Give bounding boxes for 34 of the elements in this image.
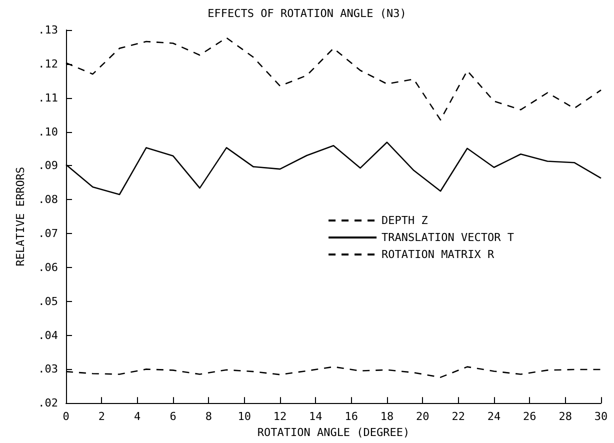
x-tick-label: 14 xyxy=(309,410,323,424)
x-tick-label: 24 xyxy=(487,410,501,424)
y-tick-label: .02 xyxy=(38,396,58,410)
x-tick-label: 16 xyxy=(344,410,358,424)
x-tick-label: 22 xyxy=(452,410,465,424)
x-tick-label: 8 xyxy=(205,410,212,424)
x-tick-label: 28 xyxy=(558,410,572,424)
y-tick-label: .04 xyxy=(38,328,58,342)
y-tick-label: .03 xyxy=(38,362,58,376)
y-tick-label: .08 xyxy=(38,193,58,206)
x-tick-label: 10 xyxy=(238,410,251,424)
y-tick-label: .10 xyxy=(38,125,58,138)
x-tick-label: 20 xyxy=(416,410,430,424)
x-tick-label: 30 xyxy=(594,410,608,424)
y-tick-label: .11 xyxy=(38,91,58,104)
y-tick-label: .07 xyxy=(38,227,58,240)
y-tick-label: .06 xyxy=(38,260,58,274)
x-tick-label: 26 xyxy=(523,410,536,424)
y-tick-label: .13 xyxy=(38,24,58,36)
y-tick-label: .09 xyxy=(38,159,58,172)
legend-label: DEPTH Z xyxy=(382,214,428,227)
legend-label: ROTATION MATRIX R xyxy=(382,248,495,261)
y-tick-label: .12 xyxy=(38,57,58,70)
x-tick-label: 4 xyxy=(134,410,142,424)
legend-label: TRANSLATION VECTOR T xyxy=(382,231,514,244)
x-tick-label: 6 xyxy=(170,410,176,424)
x-axis-title: ROTATION ANGLE (DEGREE) xyxy=(257,426,410,439)
chart-title: EFFECTS OF ROTATION ANGLE (N3) xyxy=(208,7,406,20)
y-axis-title: RELATIVE ERRORS xyxy=(14,166,27,266)
x-tick-label: 12 xyxy=(273,410,287,424)
y-tick-label: .05 xyxy=(38,294,58,308)
x-tick-label: 2 xyxy=(98,410,105,424)
x-tick-label: 0 xyxy=(62,410,70,424)
x-tick-label: 18 xyxy=(380,410,394,424)
